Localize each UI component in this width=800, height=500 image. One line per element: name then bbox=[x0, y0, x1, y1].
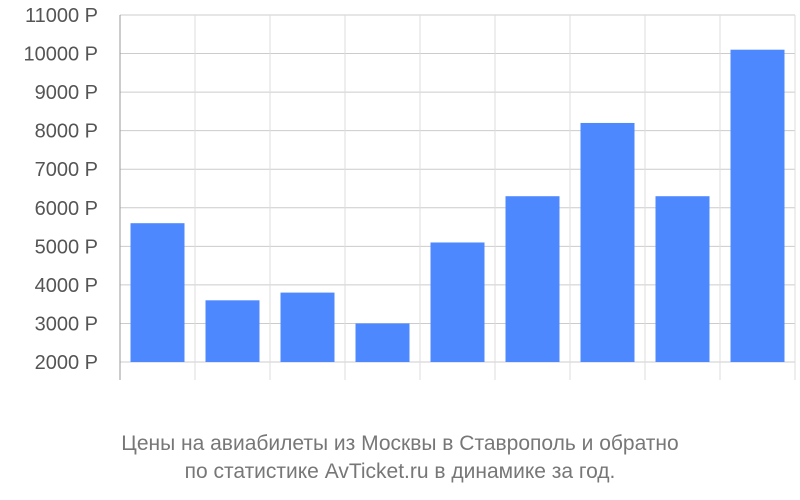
bar bbox=[430, 242, 485, 362]
x-tick-label: Дек bbox=[516, 387, 550, 390]
bar bbox=[355, 323, 410, 362]
x-tick-label: Сен bbox=[289, 387, 326, 390]
y-tick-label: 2000 Р bbox=[35, 352, 98, 374]
bar bbox=[655, 196, 710, 362]
chart-caption-line-2: по статистике AvTicket.ru в динамике за … bbox=[184, 460, 616, 483]
y-tick-label: 10000 Р bbox=[23, 44, 98, 66]
y-tick-label: 4000 Р bbox=[35, 275, 98, 297]
x-tick-label: Янв bbox=[589, 387, 625, 390]
bar bbox=[280, 292, 335, 362]
chart-caption-line-1: Цены на авиабилеты из Москвы в Ставропол… bbox=[121, 432, 679, 455]
y-tick-label: 6000 Р bbox=[35, 198, 98, 220]
y-tick-label: 5000 Р bbox=[35, 236, 98, 258]
x-tick-label: Окт bbox=[366, 387, 400, 390]
x-axis-tick-labels: Июл Авг Сен Окт Ноя Дек Янв Мар Июл bbox=[137, 387, 778, 390]
y-axis-tick-labels: 2000 Р 3000 Р 4000 Р 5000 Р 6000 Р 7000 Р 8000… bbox=[23, 5, 98, 374]
bar bbox=[205, 300, 260, 362]
x-tick-label: Июл bbox=[137, 387, 178, 390]
y-tick-label: 11000 Р bbox=[25, 5, 98, 27]
x-tick-label: Июл bbox=[737, 387, 778, 390]
bar bbox=[730, 49, 785, 362]
x-tick-label: Ноя bbox=[439, 387, 475, 390]
y-tick-label: 9000 Р bbox=[35, 82, 98, 104]
x-tick-label: Мар bbox=[663, 387, 702, 390]
y-tick-label: 7000 Р bbox=[35, 159, 98, 181]
y-tick-label: 8000 Р bbox=[35, 121, 98, 143]
price-bar-chart: 2000 Р 3000 Р 4000 Р 5000 Р 6000 Р 7000 Р 8000… bbox=[23, 5, 796, 390]
x-tick-label: Авг bbox=[217, 387, 248, 390]
bar bbox=[130, 223, 185, 362]
y-tick-label: 3000 Р bbox=[35, 313, 98, 335]
bar bbox=[580, 122, 635, 362]
chart-bars bbox=[130, 49, 785, 362]
bar bbox=[505, 196, 560, 362]
